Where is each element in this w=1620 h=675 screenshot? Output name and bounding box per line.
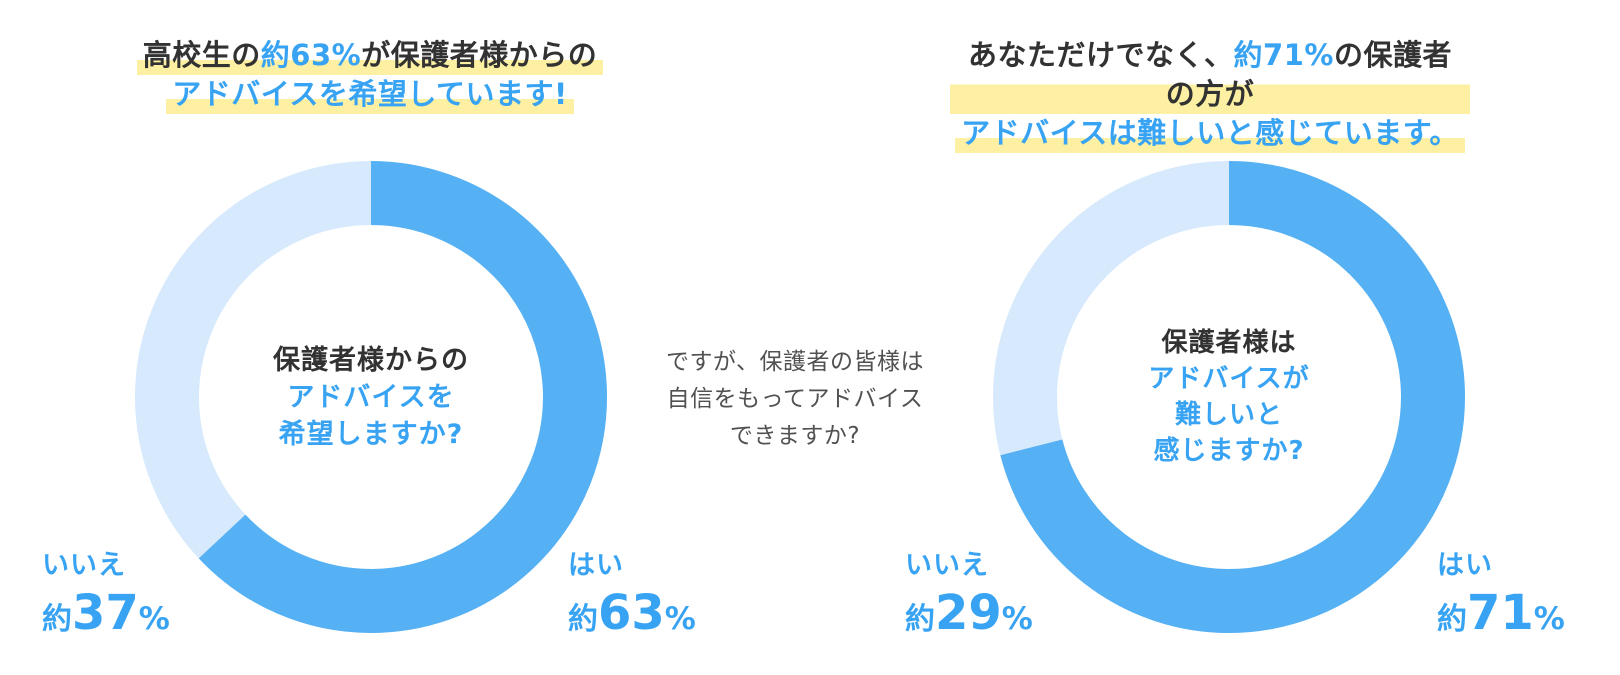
- left-donut-svg: [135, 161, 607, 633]
- right-yes-category: はい: [1437, 550, 1493, 581]
- left-title-line1: 高校生の約63%が保護者様からの: [120, 36, 620, 75]
- left-yes-category: はい: [568, 550, 624, 581]
- left-title-pre: 高校生の: [142, 38, 261, 72]
- right-title-pre: あなただけでなく、: [968, 38, 1234, 72]
- left-yes-value: 約 63%: [568, 585, 696, 641]
- left-yes-approx: 約: [568, 602, 598, 637]
- right-center-line2: アドバイスが: [1148, 364, 1310, 394]
- right-yes-approx: 約: [1437, 602, 1467, 637]
- right-center-line1: 保護者様は: [1161, 328, 1297, 358]
- left-title-percent: 約63%: [260, 38, 362, 72]
- right-donut-svg: [993, 161, 1465, 633]
- right-yes-number: 71: [1467, 585, 1534, 641]
- middle-connector-text: ですが、保護者の皆様は 自信をもってアドバイス できますか?: [620, 344, 970, 455]
- left-donut-center-question: 保護者様からの アドバイスを 希望しますか?: [135, 161, 607, 633]
- right-donut-center-question: 保護者様は アドバイスが 難しいと 感じますか?: [993, 161, 1465, 633]
- right-no-value: 約 29%: [905, 585, 1033, 641]
- middle-line2: 自信をもってアドバイス: [666, 386, 924, 412]
- left-chart-title: 高校生の約63%が保護者様からの アドバイスを希望しています!: [120, 36, 620, 114]
- right-label-yes: はい 約 71%: [1437, 549, 1565, 641]
- right-title-percent: 約71%: [1233, 38, 1334, 72]
- right-yes-value: 約 71%: [1437, 585, 1565, 641]
- right-no-number: 29: [935, 585, 1002, 641]
- left-label-no: いいえ 約 37%: [42, 549, 170, 641]
- right-title-line1-highlight: あなただけでなく、約71%の保護者の方が: [950, 36, 1470, 114]
- left-yes-unit: %: [664, 601, 696, 637]
- middle-line3: できますか?: [729, 423, 861, 449]
- right-donut-segment-yes: [993, 161, 1465, 633]
- right-no-category: いいえ: [905, 550, 989, 581]
- right-title-post: の保護者の方が: [1165, 38, 1452, 111]
- left-yes-number: 63: [598, 585, 665, 641]
- right-center-line4: 感じますか?: [1153, 436, 1305, 466]
- right-yes-unit: %: [1533, 601, 1565, 637]
- left-no-category: いいえ: [42, 550, 126, 581]
- left-center-line3: 希望しますか?: [278, 418, 464, 450]
- left-title-line2-highlight: アドバイスを希望しています!: [166, 75, 574, 114]
- left-center-line1: 保護者様からの: [273, 344, 469, 376]
- left-title-line1-highlight: 高校生の約63%が保護者様からの: [136, 36, 604, 75]
- right-title-line2: アドバイスは難しいと感じています。: [950, 114, 1470, 153]
- left-center-line2: アドバイスを: [287, 381, 455, 413]
- right-no-approx: 約: [905, 602, 935, 637]
- left-no-approx: 約: [42, 602, 72, 637]
- right-label-no: いいえ 約 29%: [905, 549, 1033, 641]
- right-title-line1: あなただけでなく、約71%の保護者の方が: [950, 36, 1470, 114]
- left-no-unit: %: [138, 601, 170, 637]
- left-title-post: が保護者様からの: [361, 38, 598, 72]
- left-label-yes: はい 約 63%: [568, 549, 696, 641]
- right-center-line3: 難しいと: [1174, 400, 1283, 430]
- left-no-number: 37: [72, 585, 139, 641]
- right-title-line2-highlight: アドバイスは難しいと感じています。: [955, 114, 1465, 153]
- left-no-value: 約 37%: [42, 585, 170, 641]
- left-donut-chart: 保護者様からの アドバイスを 希望しますか?: [135, 161, 607, 633]
- right-no-unit: %: [1001, 601, 1033, 637]
- right-donut-chart: 保護者様は アドバイスが 難しいと 感じますか?: [993, 161, 1465, 633]
- left-donut-segment-yes: [135, 161, 607, 633]
- left-title-line2: アドバイスを希望しています!: [120, 75, 620, 114]
- right-chart-title: あなただけでなく、約71%の保護者の方が アドバイスは難しいと感じています。: [950, 36, 1470, 153]
- middle-line1: ですが、保護者の皆様は: [665, 349, 925, 375]
